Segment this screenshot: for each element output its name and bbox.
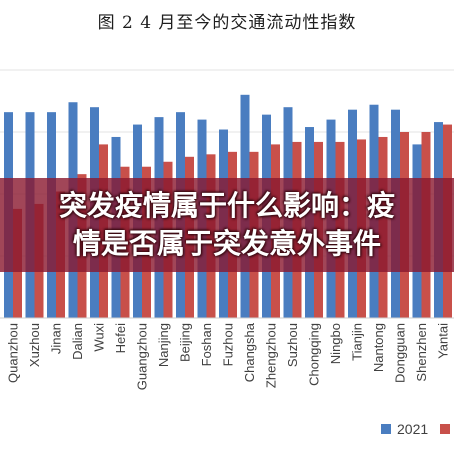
chart-title: 图 2 4 月至今的交通流动性指数 — [97, 13, 357, 33]
x-tick-label-suzhou: Suzhou — [285, 323, 300, 367]
x-tick-label-quanzhou: Quanzhou — [6, 323, 21, 383]
legend-swatch-1 — [381, 424, 391, 434]
legend-swatch-2 — [440, 424, 450, 434]
banner-line-1: 突发疫情属于什么影响：疫 — [58, 189, 395, 222]
x-tick-label-jinan: Jinan — [49, 323, 64, 354]
x-tick-label-dongguan: Dongguan — [393, 323, 408, 383]
x-tick-label-nantong: Nantong — [371, 323, 386, 372]
x-tick-label-fuzhou: Fuzhou — [221, 323, 236, 366]
overlay-banner: 突发疫情属于什么影响：疫 情是否属于突发意外事件 — [0, 178, 454, 272]
x-tick-label-hefei: Hefei — [113, 323, 128, 353]
x-tick-label-ningbo: Ningbo — [328, 323, 343, 364]
x-tick-label-foshan: Foshan — [199, 323, 214, 366]
banner-line-2: 情是否属于突发意外事件 — [72, 227, 381, 260]
x-tick-label-beijing: Beijing — [178, 323, 193, 362]
x-tick-labels: Quanzhou Xuzhou Jinan Dalian Wuxi Hefei Guangz… — [6, 322, 451, 390]
x-tick-label-changsha: Changsha — [242, 322, 257, 382]
x-tick-label-guangzhou: Guangzhou — [135, 323, 150, 390]
x-tick-label-xuzhou: Xuzhou — [27, 323, 42, 367]
x-tick-label-tianjin: Tianjin — [350, 323, 365, 361]
x-tick-label-shenzhen: Shenzhen — [414, 323, 429, 382]
x-tick-label-chongqing: Chongqing — [307, 323, 322, 386]
legend-label-1: 2021 — [397, 421, 428, 437]
x-tick-label-nanjing: Nanjing — [156, 323, 171, 367]
x-tick-label-wuxi: Wuxi — [92, 323, 107, 352]
x-tick-label-zhengzhou: Zhengzhou — [264, 323, 279, 388]
x-tick-label-yantai: Yantai — [436, 323, 451, 359]
legend: 2021 — [381, 421, 450, 437]
x-tick-label-dalian: Dalian — [70, 323, 85, 360]
